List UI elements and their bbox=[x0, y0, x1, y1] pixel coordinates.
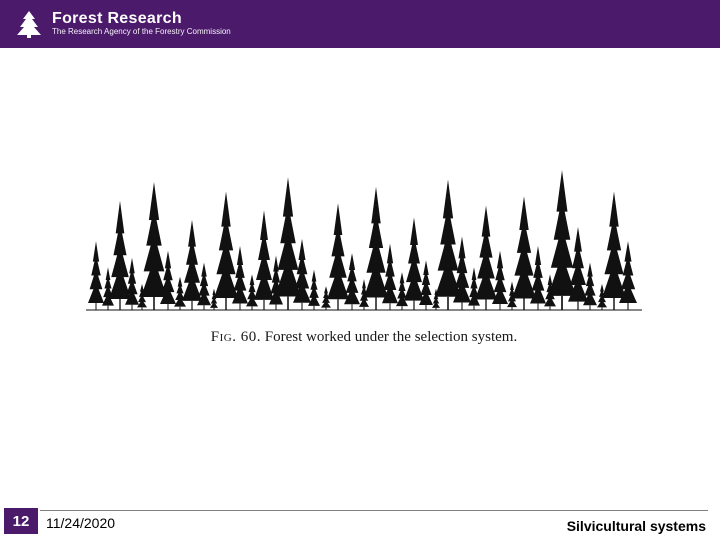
page-number-box: 12 bbox=[4, 508, 38, 534]
slide-body: Fig. 60. Forest worked under the selecti… bbox=[0, 48, 720, 502]
footer-date: 11/24/2020 bbox=[46, 515, 115, 534]
forest-treeline-illustration bbox=[84, 168, 644, 318]
figure-label: Fig. 60. bbox=[211, 329, 261, 345]
page-number: 12 bbox=[13, 513, 30, 530]
footer-title: Silvicultural systems bbox=[567, 518, 706, 534]
brand-tree-icon bbox=[14, 9, 44, 39]
figure-caption: Fig. 60. Forest worked under the selecti… bbox=[84, 329, 644, 346]
figure-caption-text: Forest worked under the selection system… bbox=[265, 329, 517, 345]
brand-logo-block: Forest Research The Research Agency of t… bbox=[14, 9, 231, 39]
brand-title: Forest Research bbox=[52, 11, 231, 28]
slide-footer: 12 11/24/2020 Silvicultural systems bbox=[0, 502, 720, 540]
brand-subtitle: The Research Agency of the Forestry Comm… bbox=[52, 28, 231, 36]
brand-text: Forest Research The Research Agency of t… bbox=[52, 11, 231, 36]
figure-container: Fig. 60. Forest worked under the selecti… bbox=[84, 168, 644, 346]
footer-divider bbox=[40, 510, 708, 511]
slide-header: Forest Research The Research Agency of t… bbox=[0, 0, 720, 48]
